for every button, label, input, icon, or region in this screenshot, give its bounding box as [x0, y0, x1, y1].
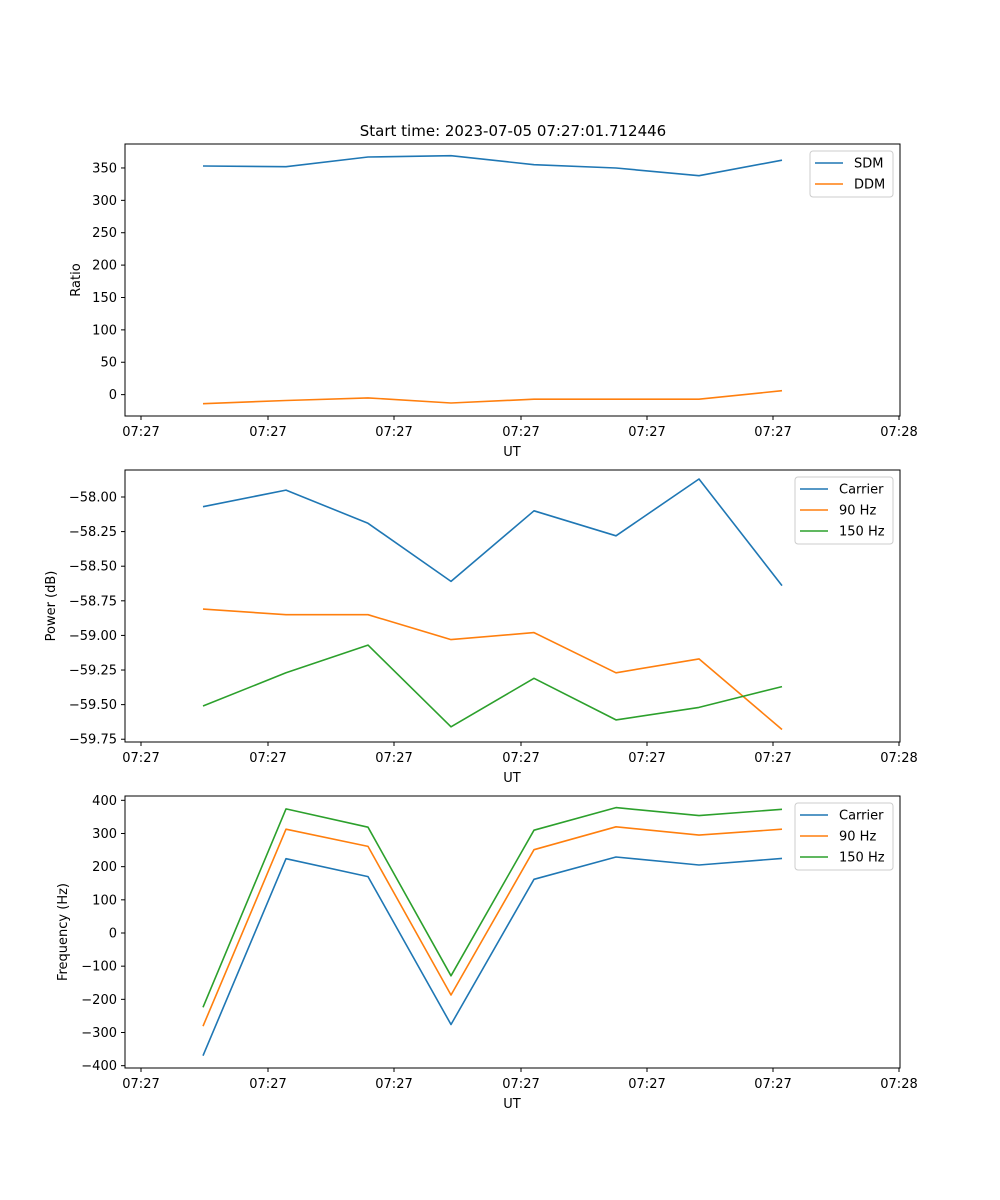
x-tick-label: 07:27 — [754, 1077, 791, 1092]
series-line-90-hz — [202, 608, 783, 731]
x-tick-label: 07:27 — [249, 1077, 286, 1092]
series-line-carrier — [202, 478, 783, 587]
y-tick-label: −400 — [81, 1059, 117, 1074]
y-tick-label: 350 — [92, 161, 117, 176]
legend-box — [794, 476, 894, 545]
y-axis-label: Ratio — [69, 263, 84, 296]
y-tick-label: −59.50 — [69, 698, 117, 713]
y-tick-label: −200 — [81, 993, 117, 1008]
x-tick-label: 07:27 — [249, 751, 286, 766]
legend: Carrier 90 Hz 150 Hz — [794, 476, 894, 545]
series-line-150-hz — [202, 644, 783, 728]
y-tick-label: −100 — [81, 960, 117, 975]
x-tick-label: 07:27 — [122, 751, 159, 766]
x-tick-label: 07:27 — [375, 425, 412, 440]
legend-label: 90 Hz — [839, 504, 876, 519]
y-tick-label: −59.00 — [69, 629, 117, 644]
y-tick-label: 50 — [100, 356, 117, 371]
x-tick-label: 07:28 — [880, 751, 917, 766]
plot-frame — [124, 795, 901, 1069]
x-tick-label: 07:27 — [628, 425, 665, 440]
y-tick-label: 0 — [109, 926, 117, 941]
x-axis-label: UT — [503, 1097, 521, 1112]
legend-label: DDM — [854, 178, 885, 193]
y-tick-label: 150 — [92, 291, 117, 306]
x-tick-label: 07:27 — [502, 1077, 539, 1092]
legend: SDM DDM — [809, 150, 894, 198]
y-tick-label: −58.50 — [69, 560, 117, 575]
y-tick-label: −59.25 — [69, 664, 117, 679]
y-tick-label: 400 — [92, 794, 117, 809]
y-tick-label: −300 — [81, 1026, 117, 1041]
chart-1: 07:27 07:27 07:27 07:27 07:27 07:27 07:28 UT 0 50… — [69, 143, 918, 460]
legend-label: 150 Hz — [839, 525, 885, 540]
x-tick-label: 07:27 — [375, 751, 412, 766]
series-line-90-hz — [202, 825, 783, 1027]
series-line-ddm — [202, 389, 783, 405]
x-tick-label: 07:27 — [628, 751, 665, 766]
chart-2: 07:27 07:27 07:27 07:27 07:27 07:27 07:28 UT −58… — [44, 469, 918, 786]
y-tick-label: 300 — [92, 194, 117, 209]
x-tick-label: 07:27 — [502, 425, 539, 440]
y-tick-label: 100 — [92, 893, 117, 908]
x-tick-label: 07:27 — [628, 1077, 665, 1092]
x-tick-label: 07:27 — [754, 751, 791, 766]
x-tick-label: 07:27 — [502, 751, 539, 766]
x-tick-label: 07:27 — [122, 1077, 159, 1092]
legend-label: 90 Hz — [839, 830, 876, 845]
y-tick-label: −58.75 — [69, 594, 117, 609]
figure-title: Start time: 2023-07-05 07:27:01.712446 — [360, 122, 666, 140]
x-tick-label: 07:27 — [249, 425, 286, 440]
series-line-sdm — [202, 154, 783, 177]
y-tick-label: −58.25 — [69, 525, 117, 540]
plot-frame — [124, 143, 901, 417]
x-axis-label: UT — [503, 771, 521, 786]
y-tick-label: 200 — [92, 860, 117, 875]
legend-label: SDM — [854, 157, 883, 172]
y-tick-label: 200 — [92, 259, 117, 274]
y-tick-label: 100 — [92, 323, 117, 338]
x-tick-label: 07:27 — [375, 1077, 412, 1092]
legend-label: Carrier — [839, 809, 884, 824]
x-tick-label: 07:28 — [880, 1077, 917, 1092]
legend: Carrier 90 Hz 150 Hz — [794, 802, 894, 871]
x-tick-label: 07:28 — [880, 425, 917, 440]
series-line-150-hz — [202, 806, 783, 1008]
legend-label: Carrier — [839, 483, 884, 498]
x-tick-label: 07:27 — [754, 425, 791, 440]
y-axis-label: Power (dB) — [44, 571, 59, 642]
series-line-carrier — [202, 856, 783, 1057]
y-axis-label: Frequency (Hz) — [56, 883, 71, 981]
y-tick-label: −59.75 — [69, 733, 117, 748]
legend-label: 150 Hz — [839, 851, 885, 866]
y-tick-label: 300 — [92, 827, 117, 842]
y-tick-label: 250 — [92, 226, 117, 241]
plot-frame — [124, 469, 901, 743]
chart-3: 07:27 07:27 07:27 07:27 07:27 07:27 07:28 UT −40… — [56, 794, 918, 1112]
y-tick-label: 0 — [109, 388, 117, 403]
legend-box — [794, 802, 894, 871]
y-tick-label: −58.00 — [69, 490, 117, 505]
x-axis-label: UT — [503, 445, 521, 460]
x-tick-label: 07:27 — [122, 425, 159, 440]
